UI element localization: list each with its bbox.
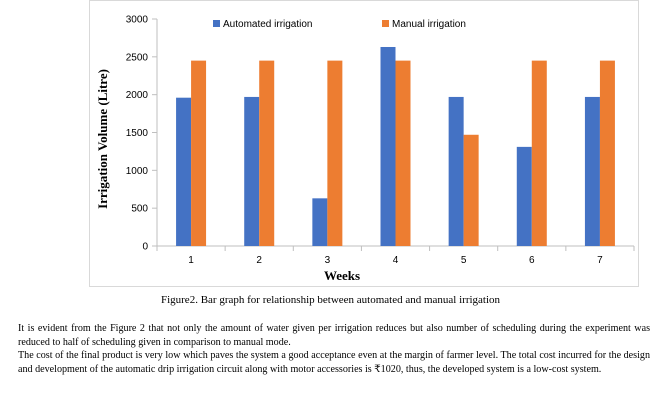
automated-bar	[448, 96, 464, 246]
manual-bar	[191, 60, 207, 246]
y-tick-label: 2500	[126, 52, 149, 63]
x-tick-label: 6	[529, 255, 535, 266]
x-tick-label: 4	[393, 255, 399, 266]
x-axis-title: Weeks	[324, 268, 360, 283]
legend-swatch	[213, 20, 220, 27]
automated-bar	[584, 96, 600, 246]
y-tick-label: 0	[142, 242, 148, 253]
bars-layer	[176, 46, 615, 247]
manual-bar	[327, 60, 343, 246]
automated-bar	[176, 97, 192, 247]
x-tick-label: 3	[325, 255, 331, 266]
legend-label: Automated irrigation	[223, 19, 313, 30]
x-tick-label: 1	[188, 255, 194, 266]
y-tick-label: 3000	[126, 15, 149, 26]
chart-container: 0 500 1000 1500 2000 2500 3000 1 2 3 4 5 6 7 Automate…	[89, 0, 639, 287]
paragraph: The cost of the final product is very lo…	[18, 350, 650, 375]
x-tick-label: 5	[461, 255, 467, 266]
manual-bar	[259, 60, 275, 246]
automated-bar	[244, 96, 260, 246]
y-tick-label: 1000	[126, 166, 149, 177]
y-tick-label: 1500	[126, 128, 149, 139]
legend-swatch	[382, 20, 389, 27]
paragraph: It is evident from the Figure 2 that not…	[18, 323, 650, 348]
axis-layer: 0 500 1000 1500 2000 2500 3000 1 2 3 4 5 6 7	[126, 15, 635, 266]
automated-bar	[380, 46, 396, 246]
manual-bar	[395, 60, 411, 246]
legend-label: Manual irrigation	[392, 19, 466, 30]
y-tick-label: 2000	[126, 90, 149, 101]
legend: Automated irrigation Manual irrigation	[213, 19, 466, 30]
body-text: It is evident from the Figure 2 that not…	[18, 322, 650, 376]
manual-bar	[531, 60, 547, 246]
manual-bar	[599, 60, 615, 246]
figure-caption: Figure2. Bar graph for relationship betw…	[160, 294, 501, 306]
automated-bar	[312, 198, 328, 246]
y-tick-label: 500	[131, 204, 148, 215]
y-axis-title: Irrigation Volume (Litre)	[95, 69, 110, 209]
automated-bar	[516, 146, 532, 246]
x-tick-label: 7	[597, 255, 603, 266]
bar-chart: 0 500 1000 1500 2000 2500 3000 1 2 3 4 5 6 7 Automate…	[95, 15, 635, 283]
manual-bar	[463, 134, 479, 246]
x-tick-label: 2	[256, 255, 262, 266]
